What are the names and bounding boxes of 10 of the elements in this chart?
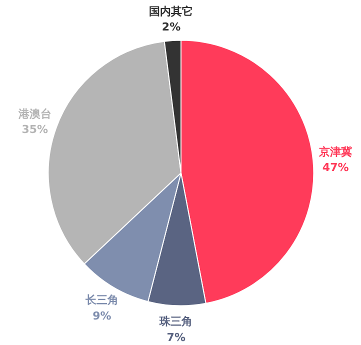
slice-label: 国内其它 [149, 5, 194, 18]
slice-label: 长三角 [84, 294, 118, 307]
data-label: 35% [22, 123, 48, 136]
data-label: 47% [322, 161, 349, 174]
slice-label: 京津冀 [318, 145, 352, 158]
data-label: 7% [166, 330, 186, 344]
data-label: 9% [92, 309, 112, 322]
data-label: 2% [162, 20, 181, 34]
slice-label: 港澳台 [17, 107, 52, 120]
slice-label: 珠三角 [158, 315, 193, 328]
